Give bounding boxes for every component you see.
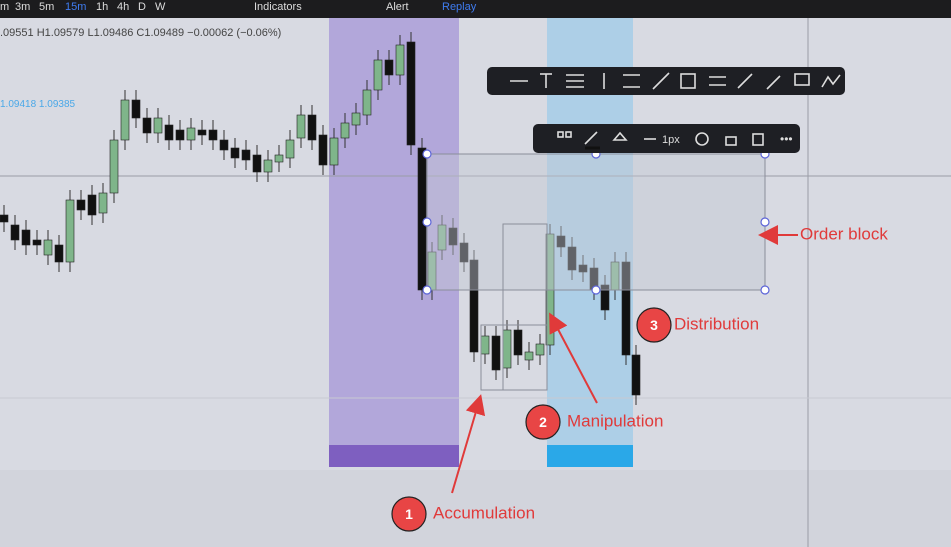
line-width[interactable]: 1px (662, 134, 680, 146)
candle (153, 117, 163, 134)
candle (65, 199, 75, 263)
candle (197, 129, 207, 136)
steps: 1 Accumulation 2 Manipulation 3 Distribution (391, 307, 759, 532)
candle (186, 127, 196, 141)
candle (142, 117, 152, 134)
accumulation-box (480, 324, 548, 391)
interval[interactable]: m (0, 1, 9, 13)
interval[interactable]: 5m (39, 1, 54, 13)
interval[interactable]: D (138, 1, 146, 13)
candle (43, 239, 53, 256)
candle (480, 335, 490, 355)
candle (10, 224, 20, 241)
candle (230, 147, 240, 159)
candle (208, 129, 218, 141)
order-block-label: Order block (800, 224, 888, 243)
indicators[interactable]: Indicators (254, 1, 302, 13)
candle (252, 154, 262, 173)
candle (513, 329, 523, 356)
step-label: Accumulation (433, 503, 535, 522)
candle (0, 214, 9, 223)
candle (437, 224, 447, 251)
arrow (549, 312, 598, 404)
step-label: Manipulation (567, 411, 663, 430)
candle (384, 59, 394, 76)
candle (263, 159, 273, 173)
candle (76, 199, 86, 211)
candle (406, 41, 416, 146)
candle (87, 194, 97, 216)
distribution-bar (547, 445, 633, 467)
candle (241, 149, 251, 161)
candle (318, 134, 328, 166)
step-badge (391, 496, 427, 532)
accumulation-zone (329, 18, 459, 467)
candle (535, 343, 545, 356)
candle (524, 351, 534, 361)
step-number: 2 (539, 414, 547, 430)
candle (373, 59, 383, 91)
replay[interactable]: Replay (442, 1, 477, 13)
candle (164, 124, 174, 141)
interval[interactable]: 3m (15, 1, 30, 13)
accumulation-bar (329, 445, 459, 467)
top-toolbar (0, 0, 951, 18)
candle (120, 99, 130, 141)
candle (274, 154, 284, 163)
candle (621, 261, 631, 356)
candle (631, 354, 641, 396)
candle (98, 192, 108, 214)
candle (502, 329, 512, 369)
ohlc: .09551 H1.09579 L1.09486 C1.09489 −0.000… (0, 27, 281, 39)
interval[interactable]: 15m (65, 1, 86, 13)
handles (422, 149, 770, 295)
candle (459, 242, 469, 263)
candle (448, 227, 458, 246)
more[interactable]: ••• (780, 132, 793, 146)
candle (219, 139, 229, 151)
candle (600, 284, 610, 311)
candle (578, 264, 588, 273)
drawing-toolbar (487, 67, 845, 95)
bottom-shade (0, 470, 951, 547)
interval[interactable]: 1h (96, 1, 108, 13)
candle (175, 129, 185, 141)
step-label: Distribution (674, 314, 759, 333)
candle (567, 246, 577, 271)
alert[interactable]: Alert (386, 1, 409, 13)
step-number: 3 (650, 317, 658, 333)
candle (307, 114, 317, 141)
candle (340, 122, 350, 139)
candle (54, 244, 64, 263)
order-block-box[interactable] (426, 153, 766, 291)
candle (362, 89, 372, 116)
candle (556, 235, 566, 248)
step-badge (636, 307, 672, 343)
candle (296, 114, 306, 139)
intervals: m 3m 5m 15m 1h 4h D W (0, 1, 166, 13)
arrow (451, 394, 486, 494)
candle (109, 139, 119, 194)
step-number: 1 (405, 506, 413, 522)
interval[interactable]: 4h (117, 1, 129, 13)
candle (329, 137, 339, 166)
candle (285, 139, 295, 159)
candle (491, 335, 501, 371)
candle (351, 112, 361, 126)
interval[interactable]: W (155, 1, 166, 13)
candle (395, 44, 405, 76)
candle (21, 229, 31, 246)
step-badge (525, 404, 561, 440)
candle (469, 259, 479, 353)
candle (32, 239, 42, 246)
candle (131, 99, 141, 119)
prices: 1.09418 1.09385 (0, 99, 76, 110)
style-tools[interactable] (557, 131, 764, 150)
drawing-tools[interactable] (510, 72, 841, 90)
